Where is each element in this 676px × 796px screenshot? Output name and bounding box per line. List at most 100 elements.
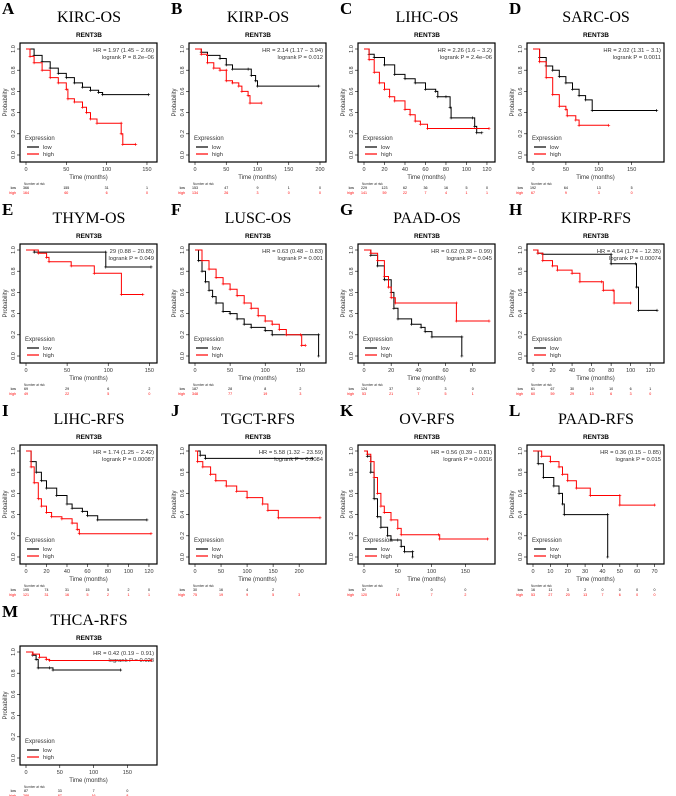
logrank-p: logrank P = 0.015 <box>616 457 662 463</box>
km-curve-low <box>26 450 147 521</box>
risk-count-low: 2 <box>299 387 301 391</box>
censor-mark-low <box>552 484 556 488</box>
risk-count-low: 15 <box>85 588 89 592</box>
x-tick-label: 0 <box>193 368 196 374</box>
risk-count-high: 21 <box>389 392 393 396</box>
censor-mark-high <box>369 460 373 464</box>
x-tick-label: 40 <box>415 368 421 374</box>
x-tick-label: 100 <box>261 368 270 374</box>
censor-mark-low <box>80 85 84 89</box>
risk-table-title: Number at risk <box>193 584 214 588</box>
y-tick-label: 0.8 <box>349 468 355 476</box>
risk-count-low: 64 <box>564 186 568 190</box>
gene-label: RENT3B <box>76 434 102 441</box>
risk-row-label-high: high <box>347 593 354 597</box>
risk-row-label-low: low <box>349 186 355 190</box>
x-tick-label: 0 <box>362 167 365 173</box>
y-tick-label: 0.6 <box>180 490 186 498</box>
risk-count-high: 5 <box>86 593 88 597</box>
censor-mark-low <box>434 89 438 93</box>
y-tick-label: 0.8 <box>180 468 186 476</box>
x-tick-label: 100 <box>104 368 113 374</box>
censor-mark-high <box>565 114 569 118</box>
legend-label-high: high <box>550 152 561 158</box>
censor-mark-low <box>480 131 484 135</box>
y-tick-label: 0.2 <box>518 532 524 540</box>
hazard-ratio: 29 (0.88 − 20.85) <box>110 249 154 255</box>
risk-count-high: 13 <box>583 593 587 597</box>
risk-count-high: 3 <box>298 593 300 597</box>
censor-mark-high <box>382 275 386 278</box>
y-tick-label: 0.8 <box>180 267 186 275</box>
panel-letter: I <box>2 402 9 420</box>
censor-mark-low <box>606 555 610 559</box>
y-axis-label: Probability <box>172 490 178 518</box>
gene-label: RENT3B <box>245 434 271 441</box>
censor-mark-low <box>460 354 464 358</box>
censor-mark-low <box>39 479 43 483</box>
y-axis-label: Probability <box>341 490 347 518</box>
gene-label: RENT3B <box>583 434 609 441</box>
censor-mark-high <box>261 502 265 506</box>
plot-frame <box>526 243 665 364</box>
x-tick-label: 20 <box>381 167 387 173</box>
censor-mark-high <box>32 61 36 65</box>
x-tick-label: 10 <box>547 569 553 575</box>
x-axis-label: Time (months) <box>69 778 107 784</box>
risk-count-low: 0 <box>464 588 466 592</box>
x-axis-label: Time (months) <box>407 577 445 583</box>
risk-count-low: 0 <box>619 588 621 592</box>
x-axis-label: Time (months) <box>238 376 276 382</box>
risk-row-label-low: low <box>349 387 355 391</box>
censor-mark-low <box>557 491 561 495</box>
km-curve-high <box>364 48 489 129</box>
censor-mark-low <box>36 666 40 670</box>
y-tick-label: 1.0 <box>518 447 524 455</box>
censor-mark-low <box>72 81 76 85</box>
panel-title: THCA-RFS <box>50 612 127 629</box>
x-tick-label: 150 <box>461 569 470 575</box>
censor-mark-high <box>240 89 244 93</box>
risk-count-high: 9 <box>246 593 248 597</box>
panel-title: PAAD-RFS <box>558 411 634 428</box>
x-tick-label: 150 <box>145 368 154 374</box>
y-tick-label: 0.6 <box>11 289 17 297</box>
censor-mark-low <box>564 81 568 85</box>
censor-mark-high <box>66 97 70 101</box>
censor-mark-low <box>228 312 232 316</box>
censor-mark-high <box>393 301 397 305</box>
risk-count-low: 1 <box>649 387 651 391</box>
censor-mark-high <box>212 66 216 70</box>
x-tick-label: 50 <box>227 368 233 374</box>
risk-count-high: 7 <box>424 191 426 195</box>
risk-count-low: 10 <box>609 387 613 391</box>
risk-count-low: 13 <box>597 186 601 190</box>
censor-mark-high <box>653 503 657 507</box>
censor-mark-high <box>382 87 386 91</box>
risk-count-high: 59 <box>382 191 386 195</box>
censor-mark-low <box>104 265 108 269</box>
y-tick-label: 0.2 <box>180 331 186 339</box>
risk-row-label-low: low <box>180 588 186 592</box>
hazard-ratio: HR = 1.97 (1.45 − 2.66) <box>93 48 154 54</box>
risk-count-low: 57 <box>362 588 366 592</box>
y-tick-label: 1.0 <box>518 246 524 254</box>
y-tick-label: 0.2 <box>349 130 355 138</box>
plot-frame <box>526 42 665 163</box>
plot-frame <box>188 444 327 565</box>
hazard-ratio: HR = 0.56 (0.39 − 0.81) <box>431 450 492 456</box>
x-tick-label: 0 <box>24 770 27 776</box>
censor-mark-high <box>259 101 263 105</box>
censor-mark-low <box>218 57 222 61</box>
censor-mark-low <box>96 518 100 522</box>
km-plot-svg: E THYM-OS RENT3B 0.0 0.2 0.4 0.6 0.8 1.0 Probabil… <box>2 200 158 396</box>
km-panel-h: H KIRP-RFS RENT3B 0.0 0.2 0.4 0.6 0.8 1.0 Probabi… <box>507 200 676 402</box>
x-tick-label: 60 <box>634 569 640 575</box>
censor-mark-high <box>607 123 611 127</box>
km-panel-l: L PAAD-RFS RENT3B 0.0 0.2 0.4 0.6 0.8 1.0 Probabi… <box>507 401 676 603</box>
censor-mark-high <box>119 132 123 136</box>
risk-count-high: 5 <box>107 392 109 396</box>
x-tick-label: 20 <box>549 368 555 374</box>
censor-mark-high <box>588 494 592 498</box>
